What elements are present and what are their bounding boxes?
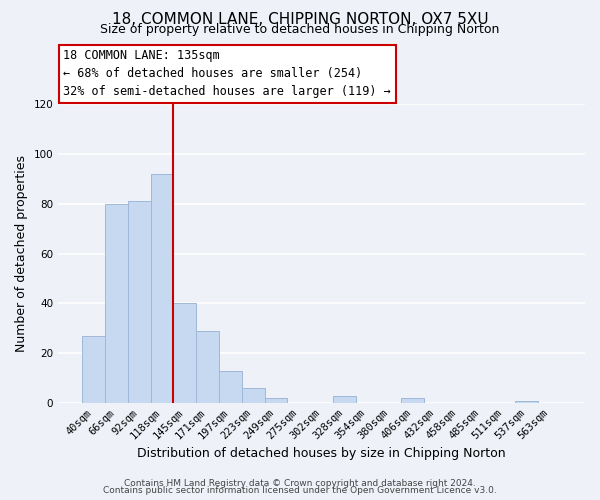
Bar [105, 204, 128, 403]
Bar [265, 398, 287, 403]
Text: Contains HM Land Registry data © Crown copyright and database right 2024.: Contains HM Land Registry data © Crown c… [124, 478, 476, 488]
Bar [82, 336, 105, 403]
Bar [173, 304, 196, 403]
Bar [401, 398, 424, 403]
Y-axis label: Number of detached properties: Number of detached properties [15, 155, 28, 352]
Bar [219, 370, 242, 403]
Bar [333, 396, 356, 403]
Text: Size of property relative to detached houses in Chipping Norton: Size of property relative to detached ho… [100, 22, 500, 36]
Text: 18, COMMON LANE, CHIPPING NORTON, OX7 5XU: 18, COMMON LANE, CHIPPING NORTON, OX7 5X… [112, 12, 488, 28]
Text: Contains public sector information licensed under the Open Government Licence v3: Contains public sector information licen… [103, 486, 497, 495]
Bar [196, 331, 219, 403]
Text: 18 COMMON LANE: 135sqm
← 68% of detached houses are smaller (254)
32% of semi-de: 18 COMMON LANE: 135sqm ← 68% of detached… [64, 49, 391, 98]
Bar [242, 388, 265, 403]
X-axis label: Distribution of detached houses by size in Chipping Norton: Distribution of detached houses by size … [137, 447, 506, 460]
Bar [515, 400, 538, 403]
Bar [151, 174, 173, 403]
Bar [128, 202, 151, 403]
